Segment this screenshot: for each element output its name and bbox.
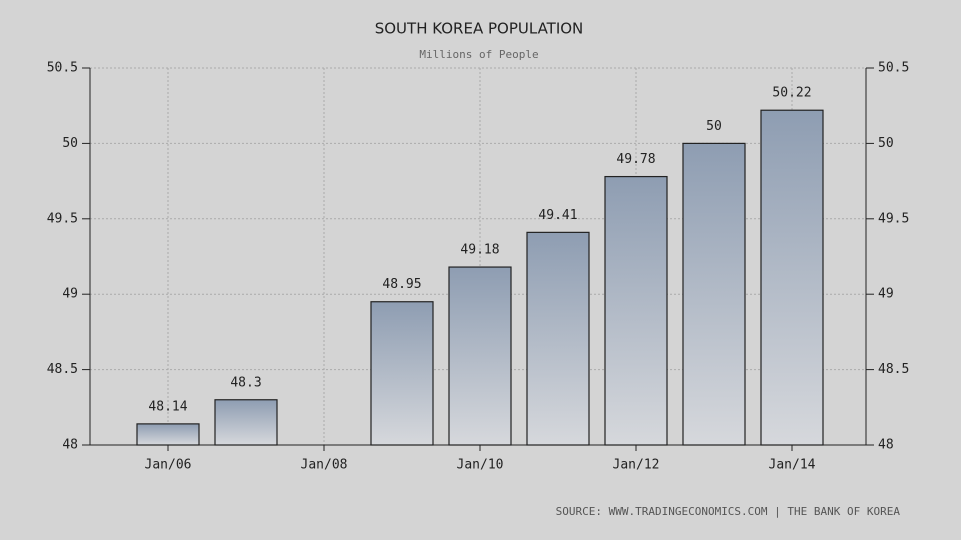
bar	[448, 266, 512, 446]
value-label: 48.3	[230, 375, 261, 390]
y2-tick-label: 50	[878, 136, 894, 151]
bar	[604, 175, 668, 446]
y2-tick-label: 50.5	[878, 61, 909, 76]
y2-tick-label: 48	[878, 438, 894, 453]
bar	[682, 142, 746, 446]
bar	[214, 399, 278, 446]
bar	[526, 231, 590, 446]
source-note: SOURCE: WWW.TRADINGECONOMICS.COM | THE B…	[556, 505, 901, 518]
value-label: 48.95	[382, 277, 421, 292]
y-tick-label: 49	[62, 287, 78, 302]
value-label: 50.22	[772, 86, 811, 101]
y-tick-label: 50.5	[47, 61, 78, 76]
bar	[760, 109, 824, 446]
chart-title: SOUTH KOREA POPULATION	[375, 20, 584, 38]
value-label: 49.18	[460, 243, 499, 258]
x-tick-label: Jan/10	[457, 458, 504, 473]
bar	[136, 423, 200, 446]
value-label: 49.78	[616, 152, 655, 167]
y-tick-label: 49.5	[47, 211, 78, 226]
value-label: 49.41	[538, 208, 577, 223]
y2-tick-label: 49	[878, 287, 894, 302]
chart-subtitle: Millions of People	[419, 48, 538, 61]
y2-tick-label: 48.5	[878, 362, 909, 377]
y2-tick-label: 49.5	[878, 211, 909, 226]
x-tick-label: Jan/14	[769, 458, 816, 473]
value-label: 50	[706, 119, 722, 134]
x-tick-label: Jan/12	[613, 458, 660, 473]
y-tick-label: 48.5	[47, 362, 78, 377]
bar	[370, 301, 434, 446]
y-tick-label: 48	[62, 438, 78, 453]
y-tick-label: 50	[62, 136, 78, 151]
x-tick-label: Jan/08	[301, 458, 348, 473]
value-label: 48.14	[148, 399, 187, 414]
x-tick-label: Jan/06	[145, 458, 192, 473]
